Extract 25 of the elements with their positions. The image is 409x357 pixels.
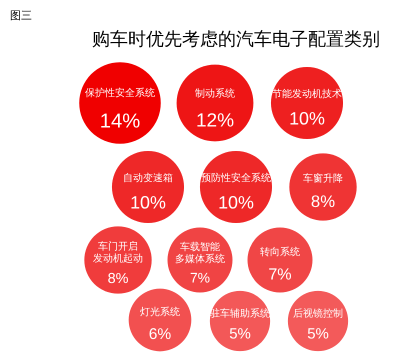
category-label: 车窗升降 [303,172,343,185]
category-label: 自动变速箱 [123,172,173,184]
category-label: 转向系统 [260,246,300,258]
data-label: 12% [196,110,234,132]
category-label: 车门开启发动机起动 [93,240,143,264]
category-label: 后视镜控制 [293,308,343,320]
text: 购车时优先考虑的汽车电子配置类别 [92,29,380,50]
data-label: 10% [130,192,166,212]
category-label: 保护性安全系统 [85,86,155,99]
category-label: 灯光系统 [140,306,180,318]
data-label: 8% [108,271,129,287]
data-label: 5% [307,326,329,343]
data-label: 10% [218,192,254,212]
category-label: 制动系统 [195,87,235,100]
category-label: 车载智能多媒体系统 [175,240,225,265]
data-label: 14% [100,110,140,132]
category-label: 节能发动机技术 [272,88,342,100]
data-label: 6% [148,326,172,344]
data-label: 7% [268,266,292,284]
data-label: 10% [289,108,325,128]
category-label: 预防性安全系统 [201,172,271,184]
text: 图三 [10,9,32,22]
data-label: 5% [229,326,251,343]
data-label: 8% [310,192,336,212]
data-label: 7% [190,269,210,286]
